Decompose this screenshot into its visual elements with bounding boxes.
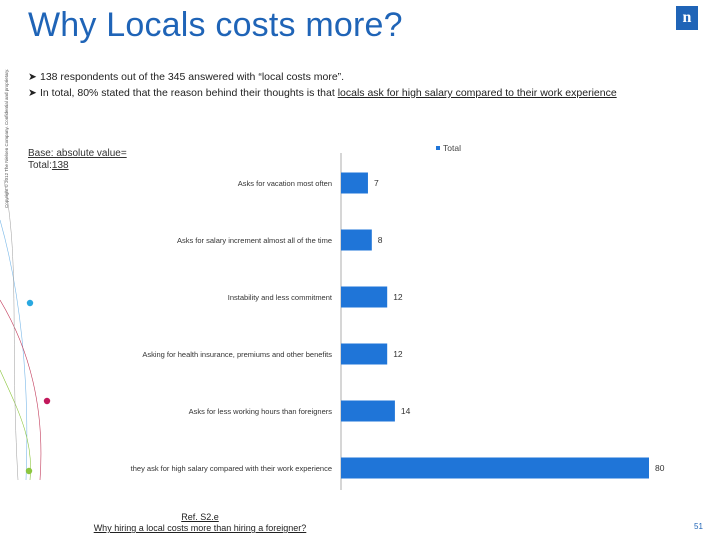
page-number: 51 (694, 522, 703, 531)
nielsen-logo: n (676, 6, 698, 30)
page-title: Why Locals costs more? (28, 6, 403, 44)
value-label: 12 (393, 292, 403, 302)
deco-dot (25, 467, 33, 475)
bullet-text: In total, 80% stated that the reason beh… (40, 87, 338, 99)
bar (341, 400, 395, 422)
value-label: 8 (378, 235, 383, 245)
reference-line-2: Why hiring a local costs more than hirin… (93, 523, 307, 533)
deco-dot (43, 397, 51, 405)
deco-line (0, 369, 31, 480)
category-label: they ask for high salary compared with t… (131, 464, 332, 473)
bullet-item: ➤ In total, 80% stated that the reason be… (28, 87, 617, 99)
base-line-1: Base: absolute value= (28, 148, 127, 159)
base-line-2: Total:138 (28, 160, 127, 172)
arrow-bullet-icon: ➤ (28, 87, 37, 99)
category-label: Instability and less commitment (228, 293, 333, 302)
deco-dot (26, 299, 34, 307)
category-label: Asks for salary increment almost all of … (177, 236, 332, 245)
decorative-lines (0, 180, 51, 480)
base-total-label: Total: (28, 160, 52, 171)
category-label: Asking for health insurance, premiums an… (142, 350, 332, 359)
reference-note: Ref. S2.e Why hiring a local costs more … (88, 512, 312, 534)
bar (341, 457, 649, 479)
legend-label: Total (443, 143, 461, 153)
category-label: Asks for vacation most often (238, 179, 332, 188)
deco-line (0, 219, 28, 480)
bullet-list: ➤ 138 respondents out of the 345 answered… (28, 71, 617, 103)
deco-line (3, 180, 19, 480)
deco-line (0, 299, 42, 480)
value-label: 7 (374, 178, 379, 188)
category-label: Asks for less working hours than foreign… (189, 407, 333, 416)
bar (341, 172, 368, 194)
legend-swatch (436, 146, 440, 150)
value-label: 14 (401, 406, 411, 416)
bullet-text: 138 respondents out of the 345 answered … (40, 71, 345, 83)
value-label: 80 (655, 463, 665, 473)
base-note: Base: absolute value= Total:138 (28, 148, 127, 172)
arrow-bullet-icon: ➤ (28, 71, 37, 83)
bullet-text-underlined: locals ask for high salary compared to t… (337, 87, 617, 99)
bar (341, 286, 388, 308)
base-total-value: 138 (51, 160, 69, 171)
reference-line-1: Ref. S2.e (181, 512, 219, 522)
chart-legend: Total (436, 143, 461, 153)
bar (341, 229, 372, 251)
bar (341, 343, 388, 365)
value-label: 12 (393, 349, 403, 359)
bullet-item: ➤ 138 respondents out of the 345 answered… (28, 71, 617, 83)
